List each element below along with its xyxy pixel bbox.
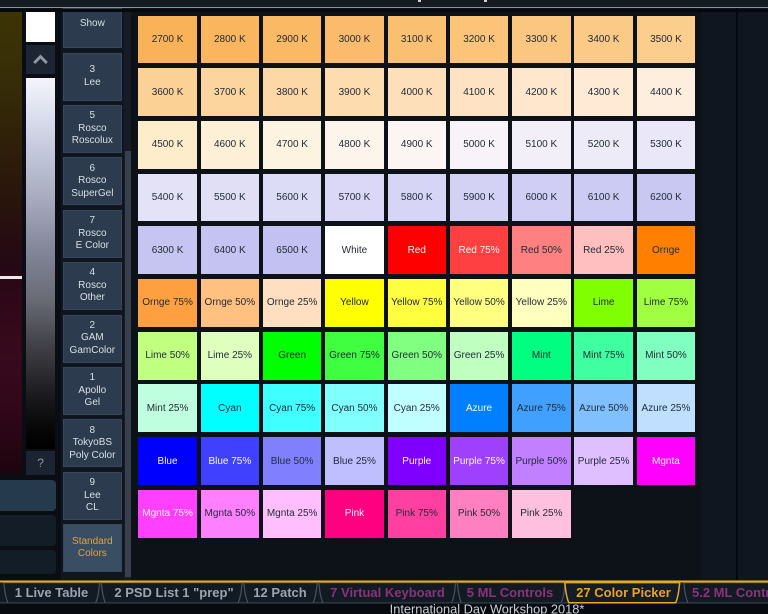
svg-text:1 Live Table: 1 Live Table — [15, 585, 88, 600]
svg-text:7 Virtual Keyboard: 7 Virtual Keyboard — [330, 585, 445, 600]
svg-text:27 Color Picker: 27 Color Picker — [576, 585, 671, 600]
svg-text:5 ML Controls: 5 ML Controls — [467, 585, 553, 600]
svg-text:2 PSD List 1 "prep": 2 PSD List 1 "prep" — [114, 585, 233, 600]
svg-text:12 Patch: 12 Patch — [253, 585, 307, 600]
svg-text:International Day Workshop 201: International Day Workshop 2018* — [390, 602, 585, 614]
svg-text:5.2 ML Control: 5.2 ML Control — [692, 585, 768, 600]
